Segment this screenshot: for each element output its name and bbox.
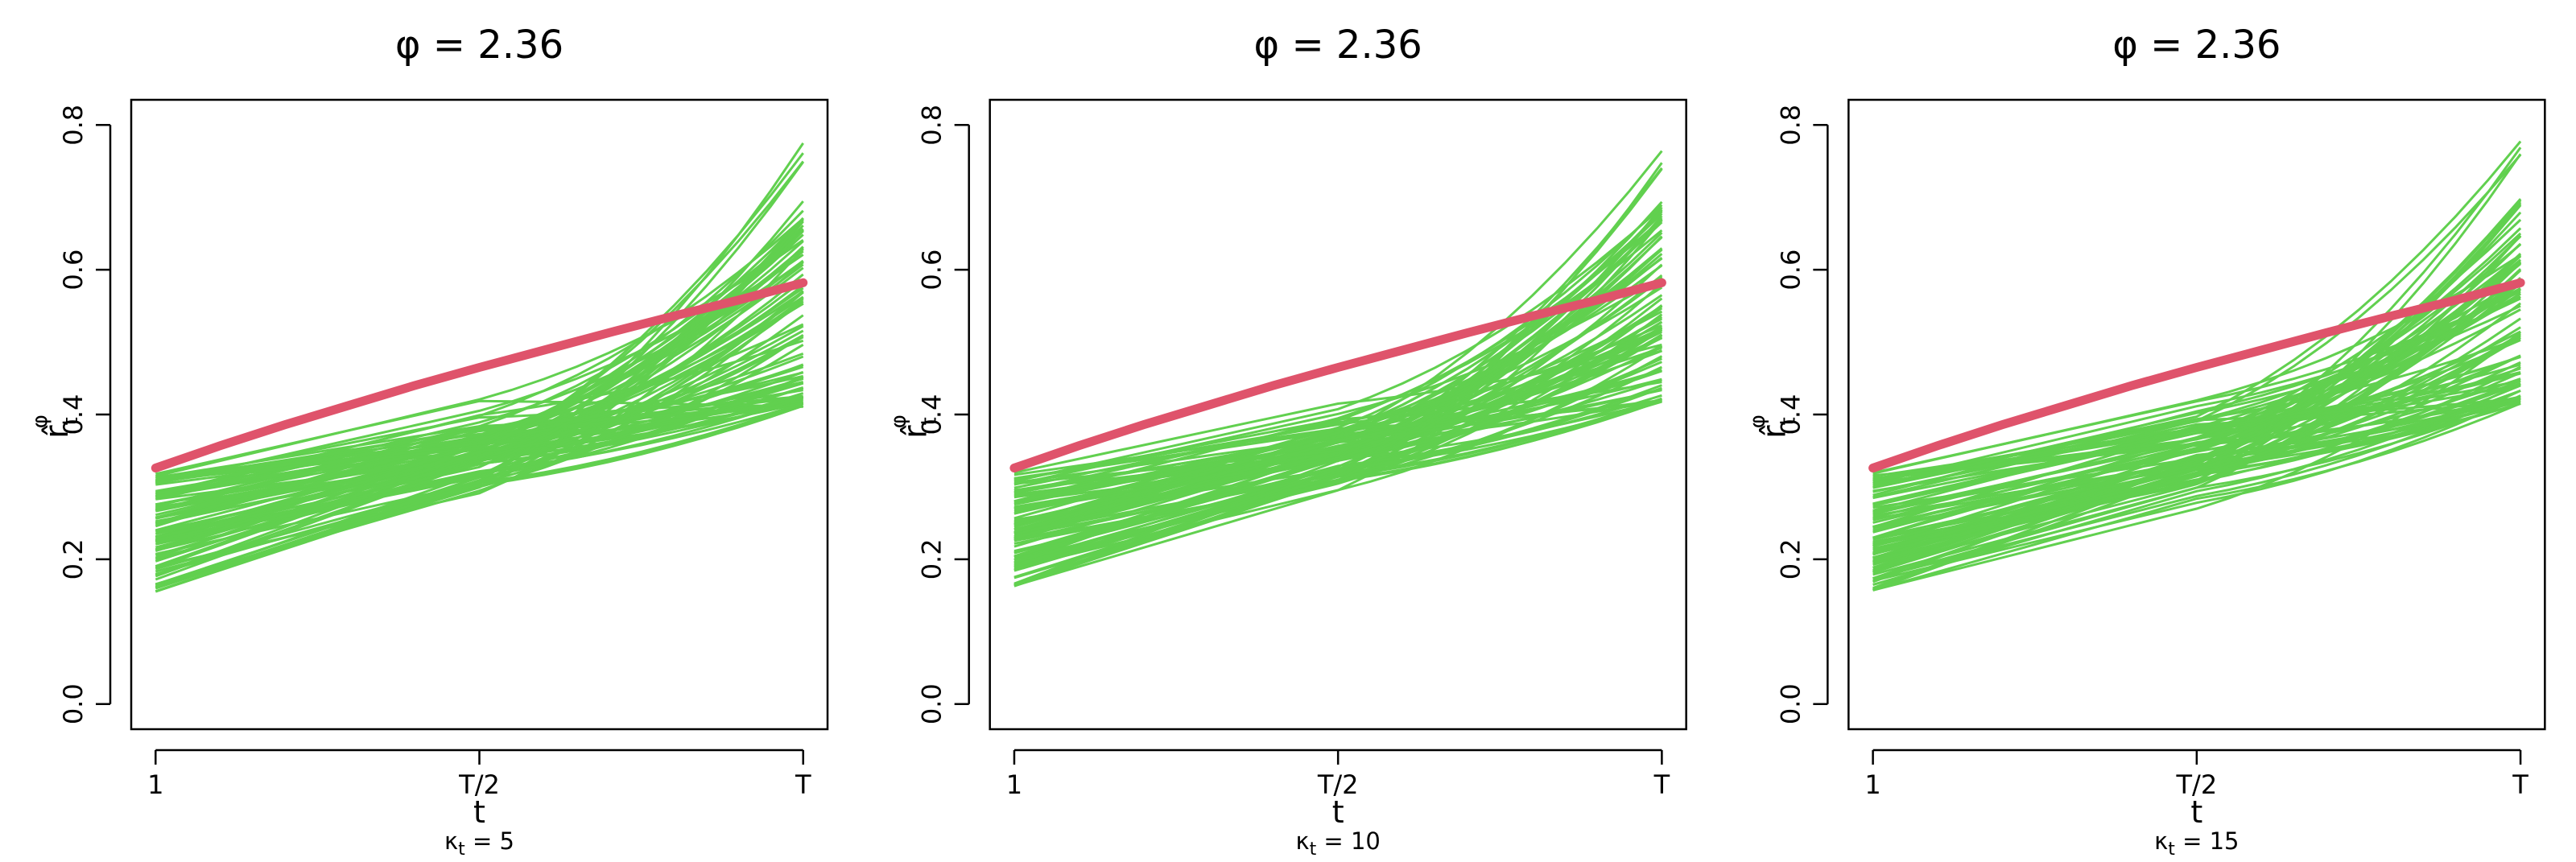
simulated-path — [155, 296, 804, 586]
chart-title: φ = 2.36 — [2112, 23, 2281, 68]
y-tick-label: 0.8 — [917, 105, 947, 146]
simulated-path — [1872, 153, 2522, 555]
simulated-path — [1872, 292, 2521, 481]
y-axis-label: r̂tφ — [1745, 415, 1800, 439]
simulated-path — [155, 371, 804, 512]
plot-frame — [1847, 98, 2546, 731]
simulated-path — [155, 402, 804, 542]
simulated-path — [1013, 206, 1663, 483]
simulated-path — [155, 323, 804, 485]
simulated-path — [1013, 399, 1662, 476]
simulated-path — [155, 336, 804, 533]
simulated-path — [155, 375, 804, 588]
simulated-path — [1013, 236, 1663, 531]
simulated-path — [1872, 398, 2521, 493]
y-tick-label: 0.0 — [1775, 683, 1806, 724]
simulated-path — [155, 248, 804, 568]
simulated-path — [1872, 331, 2522, 592]
x-tick-label: 1 — [147, 769, 163, 800]
simulated-path — [155, 382, 804, 568]
y-tick-label: 0.6 — [917, 250, 947, 291]
simulated-path — [1013, 343, 1662, 474]
x-axis-label: t — [2190, 794, 2202, 830]
x-tick-label: T/2 — [458, 769, 500, 800]
simulated-path — [1872, 389, 2521, 563]
x-tick-label: 1 — [1864, 769, 1880, 800]
x-tick-label: T/2 — [1317, 769, 1359, 800]
simulated-path — [155, 259, 804, 524]
simulated-path — [1872, 382, 2521, 586]
simulated-path — [1872, 402, 2521, 592]
plot-frame — [989, 98, 1687, 731]
plot-frame — [130, 98, 829, 731]
simulated-path — [155, 217, 804, 482]
simulated-path — [155, 291, 804, 593]
reference-curve — [1009, 278, 1666, 472]
simulated-path — [1013, 218, 1663, 494]
simulated-path — [1013, 324, 1662, 489]
y-tick-label: 0.2 — [58, 538, 89, 579]
simulated-path — [155, 295, 804, 493]
simulated-path — [1013, 150, 1663, 505]
y-axis-label: r̂tφ — [28, 415, 83, 439]
x-tick-label: T — [2512, 769, 2529, 800]
kappa-label: κt = 5 — [444, 827, 514, 858]
simulated-path — [1872, 261, 2522, 584]
x-axis-label: t — [1332, 794, 1344, 830]
simulated-path — [1013, 215, 1663, 567]
simulated-path — [1872, 402, 2521, 592]
simulated-path — [1013, 276, 1663, 485]
x-tick-label: T — [795, 769, 811, 800]
x-tick-label: T/2 — [2175, 769, 2217, 800]
simulated-path — [1013, 162, 1663, 562]
simulated-path — [1872, 261, 2522, 530]
simulated-path — [155, 284, 804, 553]
x-tick-label: T — [1653, 769, 1670, 800]
y-tick-label: 0.8 — [1775, 105, 1806, 146]
simulated-paths — [1013, 150, 1663, 588]
reference-curve — [151, 278, 808, 472]
svg-text:r̂tφ: r̂tφ — [887, 415, 942, 439]
chart-title: φ = 2.36 — [395, 23, 564, 68]
simulated-path — [155, 394, 803, 483]
simulated-path — [1872, 355, 2521, 505]
y-tick-label: 0.4 — [917, 394, 947, 435]
svg-text:r̂tφ: r̂tφ — [1745, 415, 1800, 439]
kappa-label: κt = 10 — [1295, 827, 1380, 858]
y-tick-label: 0.4 — [1775, 394, 1806, 435]
y-axis-label: r̂tφ — [887, 415, 942, 439]
simulated-path — [1872, 304, 2521, 489]
y-tick-label: 0.0 — [58, 683, 89, 724]
svg-text:r̂tφ: r̂tφ — [28, 415, 83, 439]
simulated-path — [1872, 379, 2521, 512]
y-tick-label: 0.8 — [58, 105, 89, 146]
y-tick-label: 0.4 — [58, 394, 89, 435]
simulated-paths — [1872, 140, 2522, 592]
simulated-path — [1013, 389, 1662, 506]
x-tick-label: 1 — [1006, 769, 1022, 800]
kappa-label: κt = 15 — [2154, 827, 2239, 858]
simulated-path — [1872, 394, 2521, 583]
y-tick-label: 0.6 — [58, 250, 89, 291]
simulated-path — [155, 229, 804, 506]
y-tick-label: 0.2 — [1775, 538, 1806, 579]
y-tick-label: 0.0 — [917, 683, 947, 724]
simulated-path — [1013, 334, 1663, 586]
simulated-path — [155, 352, 804, 484]
simulated-path — [155, 375, 804, 544]
chart-title: φ = 2.36 — [1254, 23, 1422, 68]
simulated-path — [155, 225, 804, 538]
simulated-path — [1013, 398, 1662, 524]
reference-curve — [1868, 278, 2525, 472]
y-tick-label: 0.6 — [1775, 250, 1806, 291]
x-axis-label: t — [473, 794, 485, 830]
y-tick-label: 0.2 — [917, 538, 947, 579]
